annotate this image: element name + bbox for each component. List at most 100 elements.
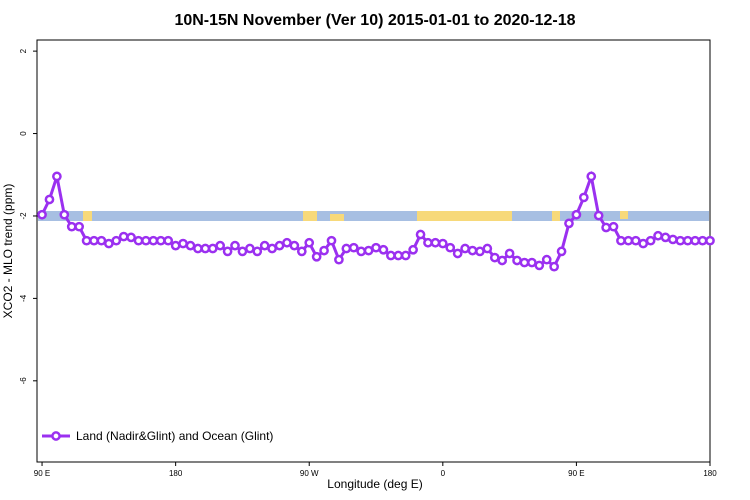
data-point bbox=[74, 221, 85, 232]
data-point bbox=[578, 192, 589, 203]
data-point bbox=[334, 254, 344, 265]
data-point bbox=[311, 251, 322, 262]
data-point bbox=[601, 222, 611, 233]
data-point bbox=[445, 242, 456, 253]
data-point bbox=[690, 235, 701, 246]
data-point bbox=[193, 243, 203, 254]
y-tick-label: 2 bbox=[19, 48, 28, 53]
data-point bbox=[363, 245, 374, 256]
data-point bbox=[371, 242, 381, 253]
data-point bbox=[59, 209, 70, 220]
data-point bbox=[215, 240, 226, 251]
data-point bbox=[296, 246, 307, 257]
data-point bbox=[541, 254, 552, 265]
data-point bbox=[675, 235, 686, 246]
data-point bbox=[556, 246, 567, 257]
data-point bbox=[245, 243, 255, 254]
data-point bbox=[37, 209, 47, 220]
data-point bbox=[222, 246, 233, 257]
data-point bbox=[341, 243, 352, 254]
data-point bbox=[482, 243, 493, 254]
data-point bbox=[437, 238, 448, 249]
data-point bbox=[274, 240, 285, 251]
x-tick-label: 0 bbox=[441, 469, 446, 478]
data-point bbox=[44, 194, 55, 205]
data-point bbox=[697, 235, 708, 246]
plot-frame bbox=[36, 39, 711, 463]
data-point bbox=[319, 245, 329, 256]
data-point bbox=[608, 221, 619, 232]
data-point bbox=[423, 237, 433, 248]
data-point bbox=[230, 240, 240, 251]
data-point bbox=[623, 235, 634, 246]
y-tick-label: 0 bbox=[19, 131, 28, 136]
data-point bbox=[638, 238, 649, 249]
data-point bbox=[126, 232, 136, 243]
data-point bbox=[378, 244, 389, 255]
data-point bbox=[564, 218, 574, 229]
x-axis-label: Longitude (deg E) bbox=[327, 477, 422, 491]
data-point bbox=[118, 231, 129, 242]
data-point bbox=[111, 235, 122, 246]
y-tick-label: -2 bbox=[19, 212, 28, 220]
data-point bbox=[282, 237, 292, 248]
data-point bbox=[467, 245, 478, 256]
data-point bbox=[593, 210, 604, 221]
data-point bbox=[630, 235, 641, 246]
chart-title: 10N-15N November (Ver 10) 2015-01-01 to … bbox=[174, 12, 575, 29]
data-point bbox=[489, 252, 500, 263]
data-point bbox=[185, 240, 196, 251]
data-point bbox=[571, 209, 582, 220]
data-point bbox=[163, 235, 174, 246]
data-point bbox=[497, 255, 508, 266]
data-point bbox=[452, 248, 463, 259]
legend-label: Land (Nadir&Glint) and Ocean (Glint) bbox=[76, 429, 273, 443]
data-point bbox=[348, 242, 359, 253]
data-point bbox=[356, 246, 367, 257]
x-tick-label: 90 E bbox=[568, 469, 584, 478]
data-point bbox=[304, 237, 315, 248]
data-point bbox=[660, 232, 671, 243]
data-point bbox=[400, 250, 411, 261]
x-tick-label: 180 bbox=[169, 469, 183, 478]
data-point bbox=[96, 235, 107, 246]
data-point bbox=[430, 237, 441, 248]
data-point bbox=[252, 246, 263, 257]
data-point bbox=[393, 250, 404, 261]
data-point bbox=[519, 257, 530, 268]
data-point bbox=[237, 246, 248, 257]
data-point bbox=[586, 171, 597, 182]
data-point bbox=[705, 235, 715, 246]
data-point bbox=[534, 260, 545, 271]
data-point bbox=[645, 235, 656, 246]
y-axis-label: XCO2 - MLO trend (ppm) bbox=[1, 184, 15, 319]
y-tick-label: -6 bbox=[19, 377, 28, 385]
y-tick-label: -4 bbox=[19, 294, 28, 302]
data-point bbox=[386, 250, 396, 261]
data-point bbox=[66, 221, 77, 232]
data-point bbox=[141, 235, 151, 246]
x-tick-label: 90 E bbox=[34, 469, 50, 478]
series-line bbox=[40, 170, 710, 270]
data-point bbox=[267, 243, 277, 254]
map-strip bbox=[38, 211, 709, 221]
data-point bbox=[170, 240, 181, 251]
legend-marker bbox=[51, 431, 61, 441]
data-point bbox=[289, 240, 300, 251]
data-point bbox=[504, 248, 515, 259]
x-tick-label: 180 bbox=[703, 469, 717, 478]
data-point bbox=[616, 235, 626, 246]
data-point bbox=[89, 235, 99, 246]
data-point bbox=[133, 235, 144, 246]
data-point bbox=[178, 238, 188, 249]
x-tick-label: 90 W bbox=[300, 469, 319, 478]
data-point bbox=[512, 255, 522, 266]
data-point bbox=[668, 234, 678, 245]
data-point bbox=[408, 244, 418, 255]
data-point bbox=[207, 243, 218, 254]
data-point bbox=[326, 235, 337, 246]
data-point bbox=[415, 229, 426, 240]
data-point bbox=[155, 235, 166, 246]
data-point bbox=[475, 246, 485, 257]
